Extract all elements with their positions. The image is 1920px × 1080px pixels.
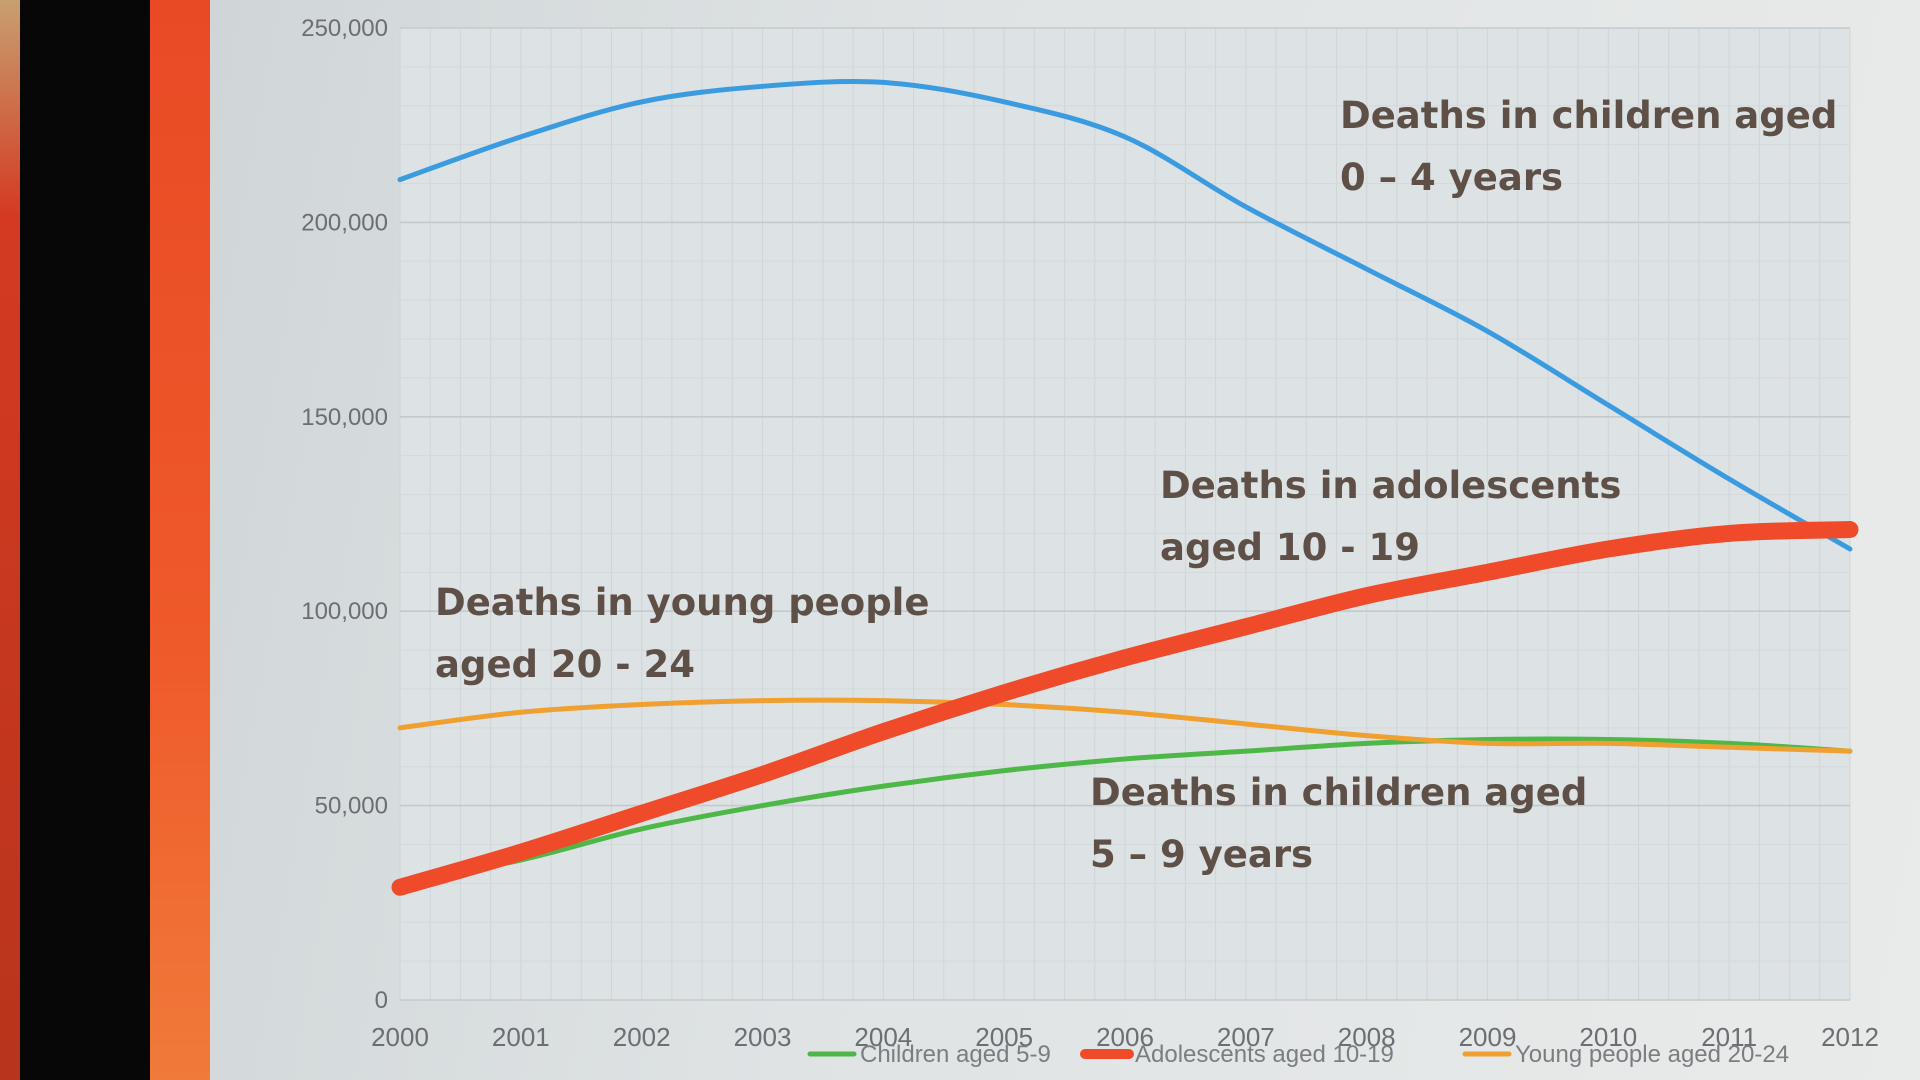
x-tick-label: 2006 — [1096, 1022, 1154, 1052]
series-line-c04 — [397, 78, 1853, 552]
annotation-line: Deaths in children aged — [1090, 771, 1587, 814]
annotation-c04: Deaths in children aged 0 – 4 years — [1340, 94, 1837, 199]
annotation-line: Deaths in adolescents — [1160, 464, 1621, 507]
y-tick-label: 50,000 — [315, 793, 388, 820]
x-tick-label: 2000 — [371, 1022, 429, 1052]
x-tick-label: 2007 — [1217, 1022, 1275, 1052]
annotation-line: aged 20 - 24 — [435, 643, 695, 686]
annotation-line: Deaths in children aged — [1340, 94, 1837, 137]
x-tick-label: 2004 — [854, 1022, 912, 1052]
x-axis: 2000 2001 2002 2003 2004 2005 2006 2007 2008 2009… — [371, 1022, 1879, 1052]
y-tick-label: 150,000 — [301, 404, 388, 431]
legend-item-c59: Children aged 5-9 — [807, 1041, 1051, 1068]
series-line-c59 — [397, 736, 1853, 886]
y-tick-label: 200,000 — [301, 209, 388, 236]
annotation-c59: Deaths in children aged 5 – 9 years — [1090, 771, 1587, 876]
series-line-yp — [397, 697, 1853, 754]
x-tick-label: 2012 — [1821, 1022, 1879, 1052]
slide-accent-bar — [150, 0, 210, 1080]
series-line-adol — [391, 521, 1859, 896]
slide-chart-area: 0 50,000 100,000 150,000 200,000 250,000 2000… — [210, 0, 1920, 1080]
room-background-edge — [0, 0, 20, 1080]
x-tick-label: 2005 — [975, 1022, 1033, 1052]
chart-legend: Children aged 5-9 Adolescents aged 10-19 Y… — [807, 1041, 1789, 1068]
x-tick-label: 2011 — [1701, 1022, 1757, 1052]
annotation-line: 5 – 9 years — [1090, 833, 1313, 876]
x-tick-label: 2003 — [734, 1022, 792, 1052]
annotation-adol: Deaths in adolescents aged 10 - 19 — [1160, 464, 1621, 569]
y-tick-label: 250,000 — [301, 15, 388, 42]
x-tick-label: 2001 — [492, 1022, 550, 1052]
x-tick-label: 2002 — [613, 1022, 671, 1052]
annotation-yp: Deaths in young people aged 20 - 24 — [435, 581, 929, 686]
y-tick-label: 0 — [375, 987, 388, 1014]
annotation-line: 0 – 4 years — [1340, 156, 1563, 199]
annotation-line: Deaths in young people — [435, 581, 929, 624]
legend-label: Young people aged 20-24 — [1515, 1041, 1789, 1068]
chart-series — [391, 78, 1859, 896]
screen-bezel — [20, 0, 150, 1080]
line-chart: 0 50,000 100,000 150,000 200,000 250,000 2000… — [301, 15, 1879, 1068]
annotation-line: aged 10 - 19 — [1160, 526, 1420, 569]
chart-grid — [399, 27, 1851, 1001]
legend-label: Children aged 5-9 — [860, 1041, 1051, 1068]
legend-item-adol: Adolescents aged 10-19 — [1080, 1041, 1394, 1068]
x-tick-label: 2010 — [1579, 1022, 1637, 1052]
y-axis: 0 50,000 100,000 150,000 200,000 250,000 — [301, 15, 388, 1014]
legend-label: Adolescents aged 10-19 — [1135, 1041, 1394, 1068]
y-tick-label: 100,000 — [301, 598, 388, 625]
legend-item-yp: Young people aged 20-24 — [1462, 1041, 1789, 1068]
x-tick-label: 2009 — [1459, 1022, 1517, 1052]
x-tick-label: 2008 — [1338, 1022, 1396, 1052]
